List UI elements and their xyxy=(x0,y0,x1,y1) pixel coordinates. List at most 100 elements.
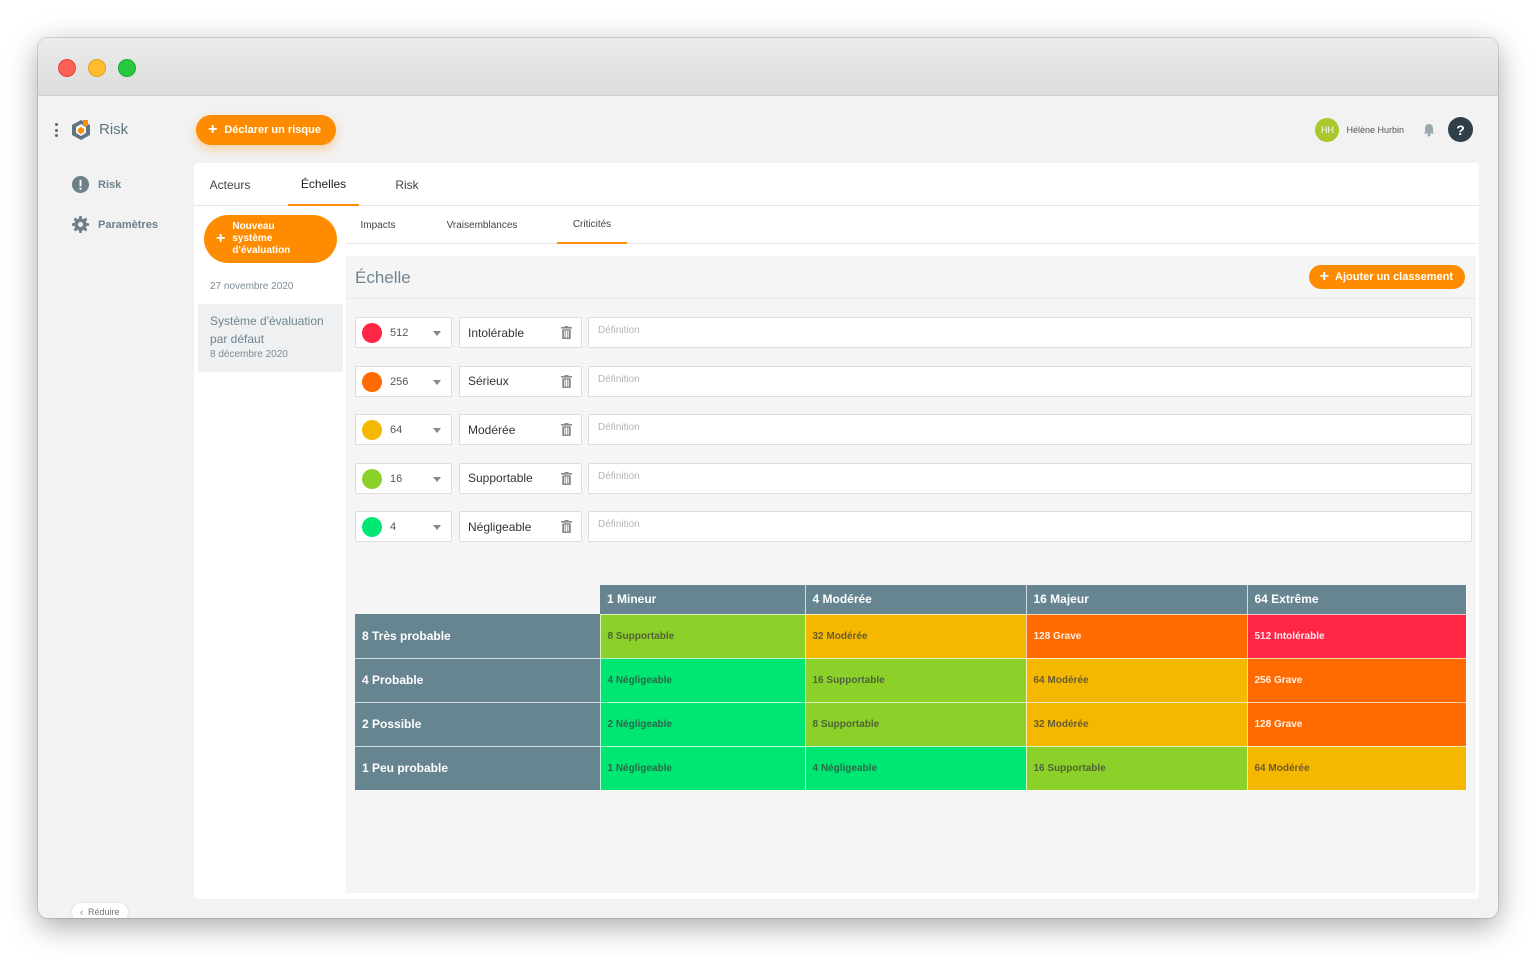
scale-value-select[interactable]: 256 xyxy=(355,365,452,397)
scale-value-select[interactable]: 16 xyxy=(355,462,452,494)
scale-value-select[interactable]: 512 xyxy=(355,317,452,348)
matrix-cell: 32 Modérée xyxy=(1026,702,1248,747)
matrix-cell: 1 Négligeable xyxy=(600,746,806,791)
color-dot[interactable] xyxy=(362,468,382,489)
declare-risk-button[interactable]: + Déclarer un risque xyxy=(196,115,336,145)
trash-icon[interactable] xyxy=(561,423,572,437)
scale-value-select[interactable]: 64 xyxy=(355,414,452,446)
definition-input[interactable] xyxy=(588,511,1472,543)
tab-criticites[interactable]: Criticités xyxy=(557,206,627,244)
close-window-button[interactable] xyxy=(58,59,76,77)
definition-input[interactable] xyxy=(588,414,1472,446)
matrix-cell: 2 Négligeable xyxy=(600,702,806,747)
evaluation-systems-column: + Nouveau système d'évaluation 27 novemb… xyxy=(194,206,344,899)
declare-risk-label: Déclarer un risque xyxy=(224,124,321,136)
trash-icon[interactable] xyxy=(561,471,572,485)
scale-value: 4 xyxy=(390,521,397,534)
app-window: Risk Risk Paramètres xyxy=(38,38,1498,918)
sidebar-item-risk[interactable]: Risk xyxy=(71,175,121,194)
sidebar-item-label: Risk xyxy=(98,178,122,191)
tab-risk[interactable]: Risk xyxy=(395,177,419,192)
matrix-row: 8 Très probable 8 Supportable 32 Modérée 12… xyxy=(355,614,1467,659)
definition-input[interactable] xyxy=(588,317,1472,348)
avatar: HH xyxy=(1315,118,1340,142)
criticality-matrix: 1 Mineur 4 Modérée 16 Majeur 64 Extrême 8 Tr… xyxy=(355,585,1467,791)
trash-icon[interactable] xyxy=(561,326,572,339)
color-dot[interactable] xyxy=(362,371,382,392)
divider xyxy=(346,298,1476,299)
matrix-cell: 32 Modérée xyxy=(805,614,1027,659)
matrix-row-header: 2 Possible xyxy=(355,702,601,747)
matrix-column-header: 4 Modérée xyxy=(805,585,1027,615)
plus-icon: + xyxy=(208,121,218,138)
scale-name-input[interactable] xyxy=(460,512,556,542)
matrix-cell: 128 Grave xyxy=(1247,702,1467,747)
matrix-cell: 128 Grave xyxy=(1026,614,1248,659)
matrix-cell: 512 Intolérable xyxy=(1247,614,1467,659)
evaluation-system-item[interactable]: Système d'évaluation par défaut 8 décemb… xyxy=(198,304,343,372)
matrix-row: 1 Peu probable 1 Négligeable 4 Négligeable… xyxy=(355,746,1467,791)
scale-name-field xyxy=(459,365,582,397)
color-dot[interactable] xyxy=(362,517,382,538)
matrix-cell: 64 Modérée xyxy=(1026,658,1248,703)
matrix-cell: 8 Supportable xyxy=(600,614,806,659)
evaluation-system-name: Système d'évaluation par défaut xyxy=(210,314,324,346)
tab-echelles[interactable]: Échelles xyxy=(288,163,359,206)
reduce-sidebar-button[interactable]: ‹ Réduire xyxy=(72,903,128,918)
definition-input[interactable] xyxy=(588,365,1472,397)
scale-value: 64 xyxy=(390,424,403,437)
tab-acteurs[interactable]: Acteurs xyxy=(209,177,251,192)
scale-value: 512 xyxy=(390,327,409,339)
evaluation-system-date: 8 décembre 2020 xyxy=(210,349,288,360)
chevron-left-icon: ‹ xyxy=(80,907,83,917)
matrix-header-row: 1 Mineur 4 Modérée 16 Majeur 64 Extrême xyxy=(355,585,1467,615)
sidebar-item-parametres[interactable]: Paramètres xyxy=(71,215,158,234)
matrix-corner xyxy=(355,585,600,614)
scale-name-input[interactable] xyxy=(460,463,556,493)
color-dot[interactable] xyxy=(362,420,382,441)
reduce-label: Réduire xyxy=(88,907,120,917)
scale-value: 16 xyxy=(390,472,403,485)
caret-down-icon xyxy=(433,331,441,336)
caret-down-icon xyxy=(433,428,441,434)
new-evaluation-system-button[interactable]: + Nouveau système d'évaluation xyxy=(204,215,337,263)
scale-value-select[interactable]: 4 xyxy=(355,511,452,543)
matrix-column-header: 1 Mineur xyxy=(600,585,806,615)
color-dot[interactable] xyxy=(362,323,382,343)
maximize-window-button[interactable] xyxy=(118,59,136,77)
minimize-window-button[interactable] xyxy=(88,59,106,77)
gear-icon xyxy=(71,215,90,234)
trash-icon[interactable] xyxy=(561,374,572,388)
matrix-row-header: 4 Probable xyxy=(355,658,601,703)
plus-icon: + xyxy=(216,230,226,247)
add-ranking-button[interactable]: + Ajouter un classement xyxy=(1308,265,1465,289)
sub-tabs: Impacts Vraisemblances Criticités xyxy=(346,206,1476,244)
user-menu[interactable]: HH Hélène Hurbin xyxy=(1315,118,1404,142)
matrix-cell: 64 Modérée xyxy=(1247,746,1467,791)
risk-logo-icon xyxy=(72,120,90,140)
menu-dots-icon[interactable] xyxy=(55,123,59,137)
sidebar-item-label: Paramètres xyxy=(98,218,158,231)
scale-name-input[interactable] xyxy=(460,318,556,347)
scale-name-input[interactable] xyxy=(460,366,556,396)
scale-panel: Échelle + Ajouter un classement 512 256 64… xyxy=(346,256,1476,893)
matrix-cell: 16 Supportable xyxy=(1026,746,1248,791)
system-date: 27 novembre 2020 xyxy=(210,281,294,292)
help-button[interactable]: ? xyxy=(1448,117,1473,142)
matrix-column-header: 64 Extrême xyxy=(1247,585,1467,615)
matrix-row: 4 Probable 4 Négligeable 16 Supportable 64 … xyxy=(355,658,1467,703)
matrix-cell: 4 Négligeable xyxy=(805,746,1027,791)
main-tabs: Acteurs Échelles Risk xyxy=(194,163,1479,206)
new-system-label-line: d'évaluation xyxy=(232,245,291,256)
tab-impacts[interactable]: Impacts xyxy=(360,219,396,231)
definition-input[interactable] xyxy=(588,462,1472,494)
bell-icon[interactable] xyxy=(1422,123,1436,137)
tab-vraisemblances[interactable]: Vraisemblances xyxy=(446,219,518,231)
matrix-cell: 8 Supportable xyxy=(805,702,1027,747)
trash-icon[interactable] xyxy=(561,520,572,534)
matrix-cell: 4 Négligeable xyxy=(600,658,806,703)
matrix-row-header: 1 Peu probable xyxy=(355,746,601,791)
new-system-label-line: Nouveau xyxy=(232,221,275,232)
scale-name-input[interactable] xyxy=(460,415,556,445)
alert-circle-icon xyxy=(71,175,90,194)
